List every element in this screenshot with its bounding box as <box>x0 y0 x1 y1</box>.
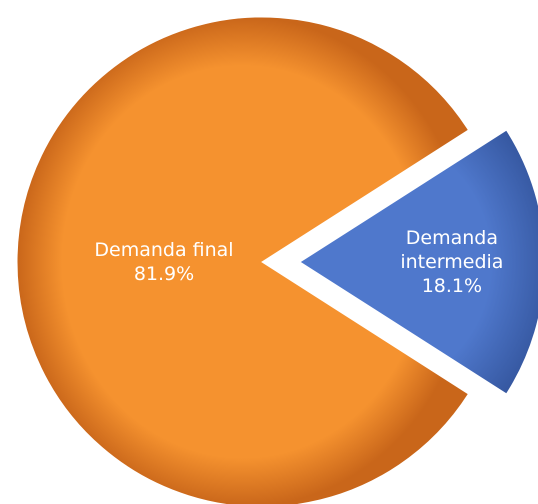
slice-label: Demanda final 81.9% <box>69 238 259 286</box>
slice-name: Demanda final <box>94 239 234 261</box>
pie-slice <box>299 129 538 395</box>
slice-value: 81.9% <box>133 263 195 285</box>
slice-value: 18.1% <box>421 275 483 297</box>
slice-name: Demanda intermedia <box>400 227 504 273</box>
pie-slice <box>16 16 470 504</box>
slice-label: Demanda intermedia 18.1% <box>392 226 512 298</box>
